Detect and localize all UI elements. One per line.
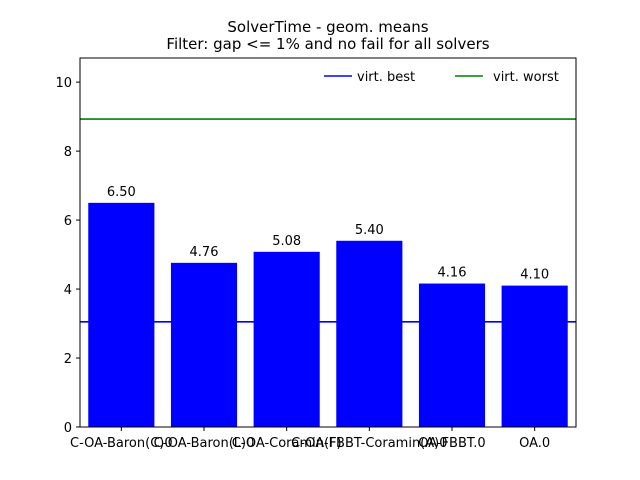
x-tick-label: OA.0 xyxy=(519,436,550,451)
bar-value-label: 4.76 xyxy=(190,245,219,260)
chart-subtitle: Filter: gap <= 1% and no fail for all so… xyxy=(166,35,489,53)
legend: virt. best virt. worst xyxy=(324,70,559,85)
y-tick-label: 2 xyxy=(64,352,72,367)
y-tick-label: 10 xyxy=(55,76,72,91)
y-tick-label: 0 xyxy=(64,421,72,436)
x-tick-label: C-OA-Baron(L)0 xyxy=(154,436,255,451)
y-tick-label: 4 xyxy=(64,283,72,298)
legend-label: virt. best xyxy=(357,70,415,85)
x-tick-label: C-OA-Coramin(F) xyxy=(232,436,342,451)
bar xyxy=(418,283,486,427)
x-tick-label: OA-FBBT.0 xyxy=(418,436,485,451)
bar-value-label: 4.10 xyxy=(520,268,549,283)
chart-title: SolverTime - geom. means xyxy=(227,18,428,36)
bar-value-label: 5.08 xyxy=(272,234,301,249)
legend-label: virt. worst xyxy=(493,70,559,85)
bar xyxy=(253,251,320,427)
bar-value-label: 4.16 xyxy=(438,266,467,281)
bar-value-label: 6.50 xyxy=(107,185,136,200)
bar xyxy=(501,285,568,427)
y-tick-label: 6 xyxy=(64,214,72,229)
axes-frame xyxy=(79,57,577,428)
bar xyxy=(88,202,155,427)
bar-value-label: 5.40 xyxy=(355,223,384,238)
y-tick-label: 8 xyxy=(64,145,72,160)
bar xyxy=(336,240,403,427)
x-tick-label: C-OA-Baron(C)0 xyxy=(70,436,173,451)
x-tick-label: C-OA-FBBT-Coramin(A)0 xyxy=(291,436,447,451)
plot-area: 6.50 4.76 5.08 5.40 4.16 4.10 0 2 4 6 8 10 C-OA-Baro… xyxy=(55,57,577,451)
bar xyxy=(170,262,238,427)
